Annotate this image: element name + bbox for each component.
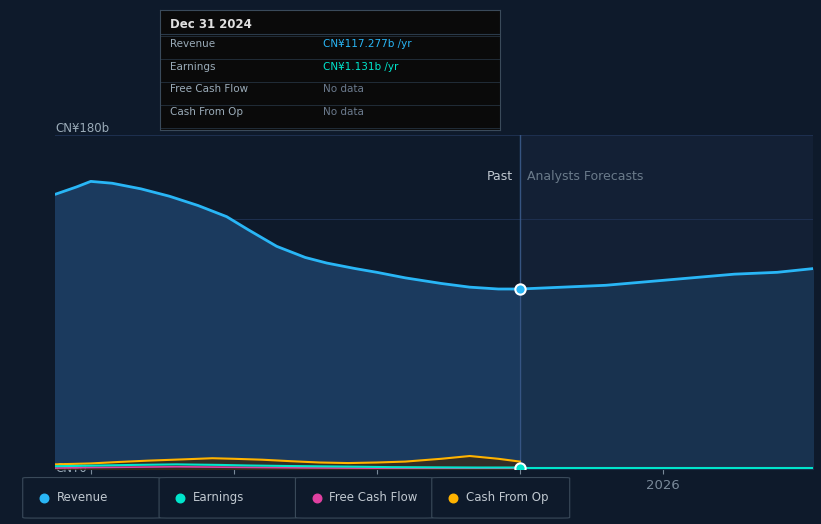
Text: No data: No data xyxy=(323,107,364,117)
Text: Cash From Op: Cash From Op xyxy=(170,107,243,117)
Bar xyxy=(520,135,813,469)
Text: No data: No data xyxy=(323,84,364,94)
FancyBboxPatch shape xyxy=(296,477,433,518)
Text: CN¥1.131b /yr: CN¥1.131b /yr xyxy=(323,62,398,72)
Text: CN¥180b: CN¥180b xyxy=(55,122,109,135)
Text: CN¥117.277b /yr: CN¥117.277b /yr xyxy=(323,39,412,49)
Text: Earnings: Earnings xyxy=(170,62,216,72)
Text: Earnings: Earnings xyxy=(193,492,245,504)
Text: Revenue: Revenue xyxy=(57,492,108,504)
Point xyxy=(38,494,51,502)
Point xyxy=(174,494,187,502)
Text: Revenue: Revenue xyxy=(170,39,215,49)
FancyBboxPatch shape xyxy=(432,477,570,518)
Point xyxy=(310,494,323,502)
FancyBboxPatch shape xyxy=(159,477,297,518)
Text: Dec 31 2024: Dec 31 2024 xyxy=(170,18,252,31)
Text: Free Cash Flow: Free Cash Flow xyxy=(170,84,248,94)
Point xyxy=(513,285,526,293)
FancyBboxPatch shape xyxy=(23,477,161,518)
Point xyxy=(513,463,526,472)
Text: CN¥0: CN¥0 xyxy=(55,463,87,475)
Text: Cash From Op: Cash From Op xyxy=(466,492,548,504)
Text: Past: Past xyxy=(487,170,512,183)
Text: Free Cash Flow: Free Cash Flow xyxy=(329,492,418,504)
Text: Analysts Forecasts: Analysts Forecasts xyxy=(527,170,644,183)
Point xyxy=(447,494,460,502)
